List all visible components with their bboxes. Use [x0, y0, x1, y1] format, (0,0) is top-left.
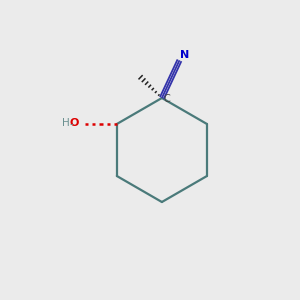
Text: N: N — [180, 50, 190, 60]
Text: H: H — [62, 118, 70, 128]
Text: -: - — [70, 119, 73, 129]
Text: O: O — [69, 118, 79, 128]
Text: C: C — [163, 94, 170, 104]
